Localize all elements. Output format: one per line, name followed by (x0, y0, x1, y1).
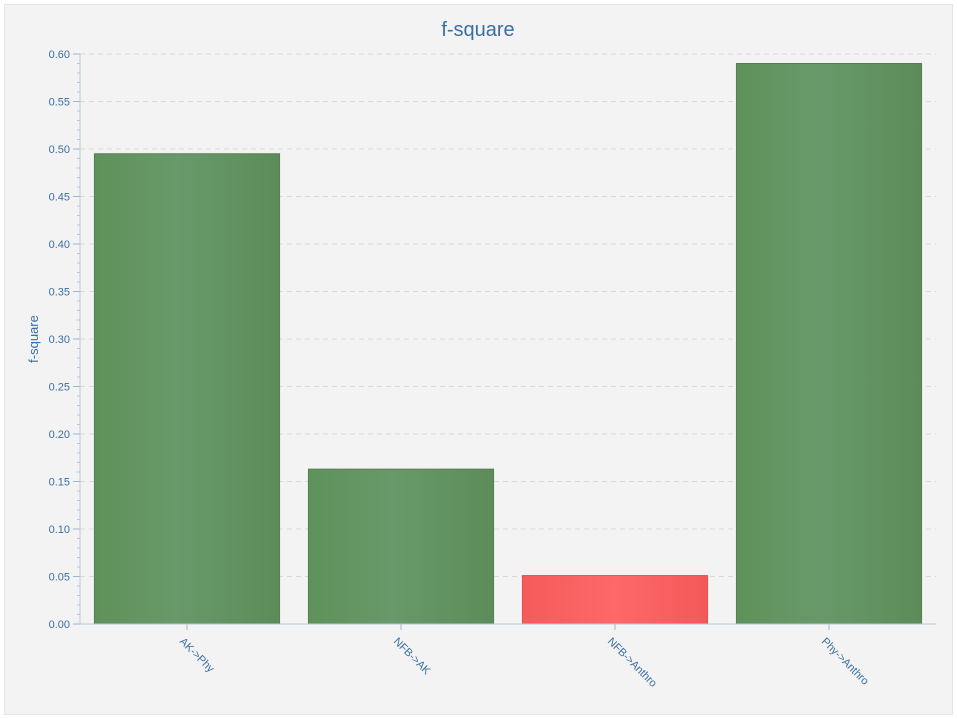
chart-title: f-square (441, 19, 514, 41)
x-category-label: NFB->AK (391, 636, 433, 678)
y-tick-label: 0.25 (49, 382, 70, 394)
bars (93, 63, 923, 625)
x-category-label: AK->Phy (177, 636, 217, 676)
y-tick-label: 0.00 (49, 619, 70, 631)
bar (93, 153, 281, 625)
y-tick-label: 0.45 (49, 192, 70, 204)
y-tick-label: 0.15 (49, 477, 70, 489)
axes (73, 53, 936, 630)
y-tick-label: 0.30 (49, 334, 70, 346)
y-tick-label: 0.20 (49, 429, 70, 441)
bar (735, 63, 923, 625)
x-category-label: NFB->Anthro (605, 636, 659, 690)
bar (307, 468, 495, 625)
y-tick-label: 0.35 (49, 287, 70, 299)
y-tick-label: 0.55 (49, 97, 70, 109)
y-axis-label: f-square (26, 315, 41, 363)
y-tick-label: 0.10 (49, 524, 70, 536)
y-tick-label: 0.05 (49, 572, 70, 584)
bar (521, 575, 709, 625)
y-tick-label: 0.40 (49, 239, 70, 251)
x-category-label: Phy->Anthro (819, 636, 871, 688)
y-tick-label: 0.50 (49, 144, 70, 156)
y-tick-label: 0.60 (49, 49, 70, 61)
